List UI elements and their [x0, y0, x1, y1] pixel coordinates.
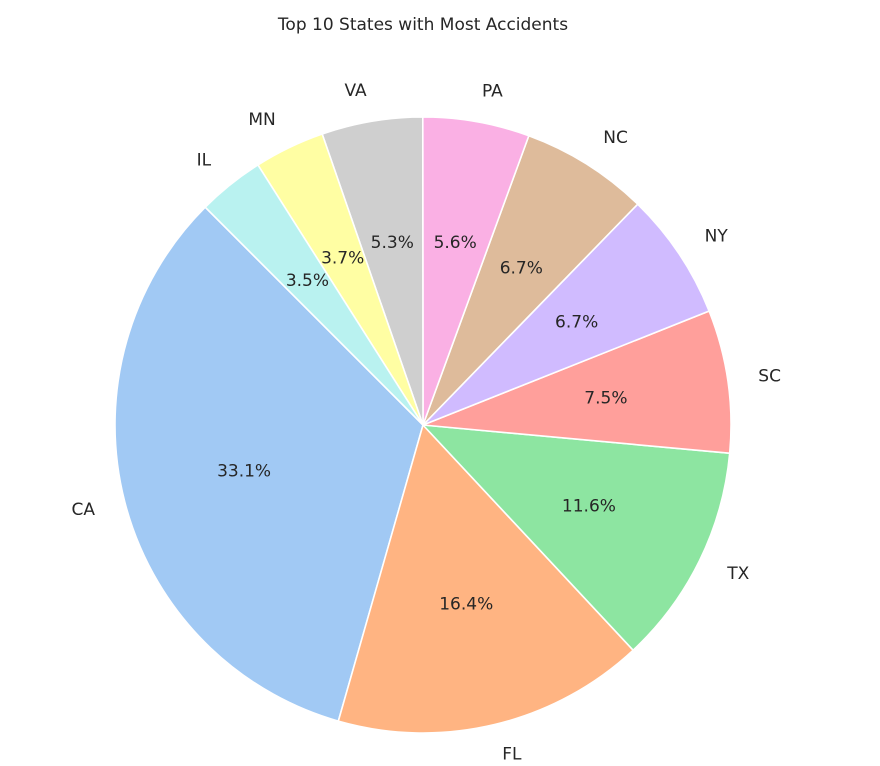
percent-label-sc: 7.5%	[584, 389, 627, 409]
slice-label-fl: FL	[502, 744, 522, 764]
pie-slice-nc	[422, 134, 639, 426]
percent-label-tx: 11.6%	[562, 496, 616, 516]
pie-slice-fl	[337, 423, 635, 734]
slice-label-tx: TX	[726, 564, 749, 584]
chart-title: Top 10 States with Most Accidents	[277, 15, 568, 35]
pie-slice-il	[204, 163, 424, 426]
pie-slice-sc	[422, 310, 732, 455]
slice-label-ca: CA	[72, 500, 96, 520]
pie-labels: CA 33.1% FL 16.4% TX 11.6% SC 7.5% NY 6.7% NC 6.7% P…	[72, 81, 781, 764]
slice-label-ny: NY	[705, 227, 729, 247]
percent-label-va: 5.3%	[371, 233, 414, 253]
pie-slice-tx	[420, 424, 731, 652]
percent-label-nc: 6.7%	[500, 259, 543, 279]
slice-label-il: IL	[197, 151, 212, 171]
pie-slice-ca	[114, 206, 424, 723]
percent-label-il: 3.5%	[286, 271, 329, 291]
slice-label-pa: PA	[482, 81, 503, 101]
pie-slices	[114, 116, 732, 734]
slice-label-va: VA	[344, 81, 367, 101]
slice-label-nc: NC	[603, 128, 628, 148]
pie-slice-ny	[422, 203, 711, 426]
percent-label-ny: 6.7%	[555, 312, 598, 332]
percent-label-ca: 33.1%	[217, 461, 271, 481]
percent-label-pa: 5.6%	[434, 233, 477, 253]
slice-label-sc: SC	[758, 367, 781, 387]
slice-label-mn: MN	[248, 110, 275, 130]
percent-label-fl: 16.4%	[439, 595, 493, 615]
percent-label-mn: 3.7%	[321, 249, 364, 269]
